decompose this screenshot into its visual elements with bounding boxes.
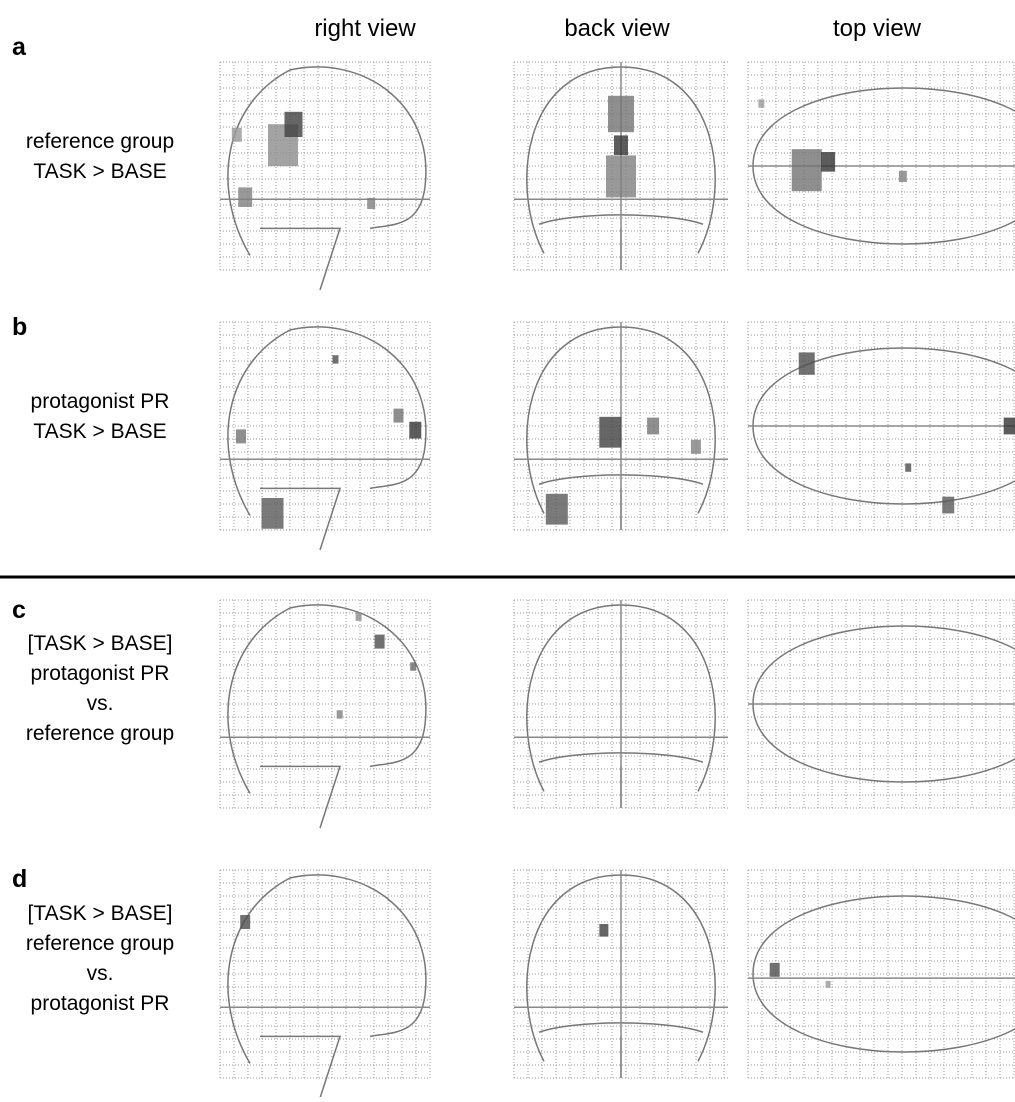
brain-panel xyxy=(220,322,430,550)
activation xyxy=(599,924,608,937)
activation xyxy=(614,135,628,155)
brain-panel xyxy=(220,870,430,1097)
activation xyxy=(546,494,568,525)
activation xyxy=(285,112,303,137)
row-label: reference group xyxy=(26,130,174,153)
activation xyxy=(942,497,954,514)
activation xyxy=(899,171,907,182)
brain-panel xyxy=(748,322,1015,530)
brain-outline xyxy=(228,327,426,550)
activation xyxy=(1004,418,1015,435)
row-label: reference group xyxy=(26,722,174,745)
brain-panel xyxy=(514,62,728,270)
brain-panel xyxy=(220,62,430,290)
brain-panel xyxy=(748,870,1015,1078)
activation xyxy=(232,128,242,142)
activation xyxy=(333,355,339,363)
activation xyxy=(356,612,362,620)
figure: right view back view top view a reference gr… xyxy=(0,0,1015,1097)
activation xyxy=(758,99,764,107)
brain-panel xyxy=(748,600,1015,808)
activation xyxy=(647,418,659,435)
row-label: protagonist PR xyxy=(31,662,170,685)
brain-panel xyxy=(514,870,728,1078)
column-header: top view xyxy=(833,15,922,42)
row-label: [TASK > BASE] xyxy=(28,902,173,925)
row-letter: a xyxy=(12,33,27,61)
row-label: protagonist PR xyxy=(31,390,170,413)
brain-outline xyxy=(228,67,426,290)
activation xyxy=(236,429,246,443)
row-label: protagonist PR xyxy=(31,992,170,1015)
activation xyxy=(238,187,252,207)
row-label: TASK > BASE xyxy=(33,160,166,183)
brain-panel xyxy=(220,600,430,828)
row-label: TASK > BASE xyxy=(33,420,166,443)
row-letter: b xyxy=(12,313,27,341)
activation xyxy=(337,710,343,718)
column-header: back view xyxy=(564,15,670,42)
activation xyxy=(799,352,815,374)
row-letter: d xyxy=(12,865,27,893)
activation xyxy=(905,463,911,471)
brain-panel xyxy=(514,600,728,808)
activation xyxy=(367,198,375,209)
row-label: vs. xyxy=(87,962,114,985)
column-header: right view xyxy=(314,15,416,42)
activation xyxy=(821,152,835,172)
brain-outline xyxy=(228,605,426,828)
activation xyxy=(691,440,701,454)
activation xyxy=(375,635,385,649)
activation xyxy=(770,963,780,977)
activation xyxy=(262,498,284,529)
activation xyxy=(792,149,822,191)
activation xyxy=(410,662,416,670)
brain-panel xyxy=(514,322,728,530)
activation xyxy=(599,417,621,448)
row-label: vs. xyxy=(87,692,114,715)
row-label: [TASK > BASE] xyxy=(28,632,173,655)
activation xyxy=(240,915,250,929)
brain-panel xyxy=(748,62,1015,270)
activation xyxy=(409,422,421,439)
brain-outline xyxy=(228,875,426,1097)
activation xyxy=(606,155,636,197)
activation xyxy=(826,981,831,988)
row-label: reference group xyxy=(26,932,174,955)
activation xyxy=(394,409,404,423)
activation xyxy=(608,96,634,132)
row-letter: c xyxy=(12,596,26,624)
